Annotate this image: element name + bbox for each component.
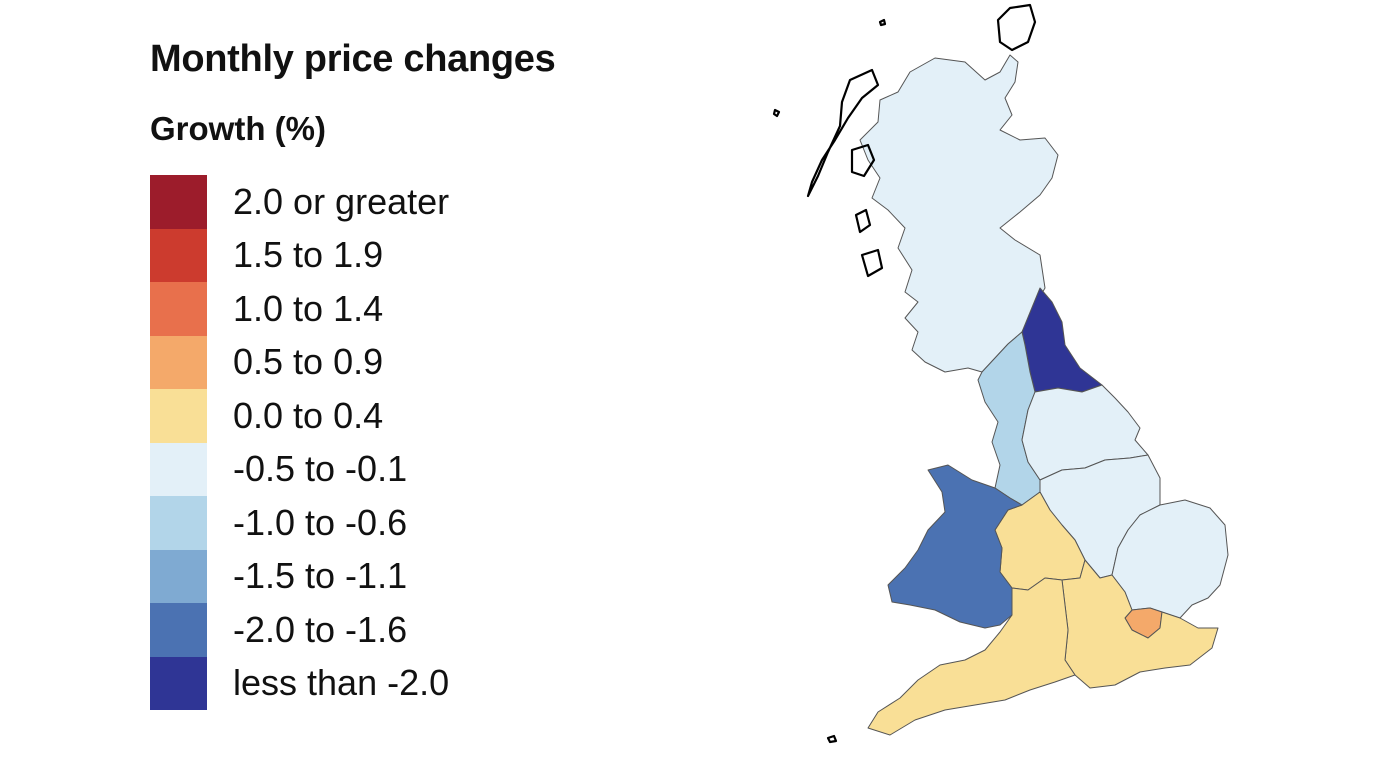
legend-label: 1.0 to 1.4 (233, 287, 384, 329)
island-outline (996, 3, 1037, 52)
island-outline (850, 143, 876, 178)
island-outline (826, 734, 838, 744)
legend-heading: Growth (%) (150, 110, 326, 147)
island-outline (772, 108, 781, 118)
region-wales (887, 464, 1023, 629)
legend-item: less than -2.0 (150, 656, 450, 710)
legend-item: 1.0 to 1.4 (150, 282, 449, 336)
legend-swatch (150, 603, 207, 657)
region-south-east (1061, 559, 1219, 689)
legend-swatch (150, 496, 207, 550)
legend-label: -2.0 to -1.6 (233, 608, 408, 650)
map-title: Monthly price changes (150, 38, 556, 80)
region-south-west (867, 577, 1076, 736)
legend-label: -0.5 to -0.1 (233, 448, 408, 490)
legend-label: 0.0 to 0.4 (233, 394, 384, 436)
legend-item: 1.5 to 1.9 (150, 228, 449, 282)
legend-label: 0.5 to 0.9 (233, 341, 384, 383)
legend-item: -2.0 to -1.6 (150, 603, 449, 657)
legend-swatch (150, 549, 207, 603)
legend-swatch (150, 228, 207, 282)
legend-swatch (150, 389, 207, 443)
legend-item: -1.0 to -0.6 (150, 496, 449, 550)
legend-item: 0.0 to 0.4 (150, 389, 449, 443)
legend-item: -0.5 to -0.1 (150, 442, 449, 496)
island-outline (854, 208, 872, 234)
legend-swatch (150, 656, 207, 710)
legend-label: 1.5 to 1.9 (233, 234, 384, 276)
legend-swatch (150, 282, 207, 336)
island-outline (806, 68, 880, 198)
legend-label: -1.0 to -0.6 (233, 501, 408, 543)
legend-label: less than -2.0 (233, 662, 450, 704)
legend-label: -1.5 to -1.1 (233, 555, 408, 597)
legend-item: 0.5 to 0.9 (150, 335, 449, 389)
legend: 2.0 or greater 1.5 to 1.9 1.0 to 1.4 0.5… (150, 175, 449, 710)
legend-swatch (150, 175, 207, 229)
legend-item: -1.5 to -1.1 (150, 549, 449, 603)
island-outline (860, 248, 884, 278)
legend-swatch (150, 442, 207, 496)
legend-swatch (150, 335, 207, 389)
legend-item: 2.0 or greater (150, 175, 449, 229)
legend-label: 2.0 or greater (233, 180, 450, 222)
region-north-east (1021, 287, 1103, 393)
island-outline (878, 18, 887, 27)
